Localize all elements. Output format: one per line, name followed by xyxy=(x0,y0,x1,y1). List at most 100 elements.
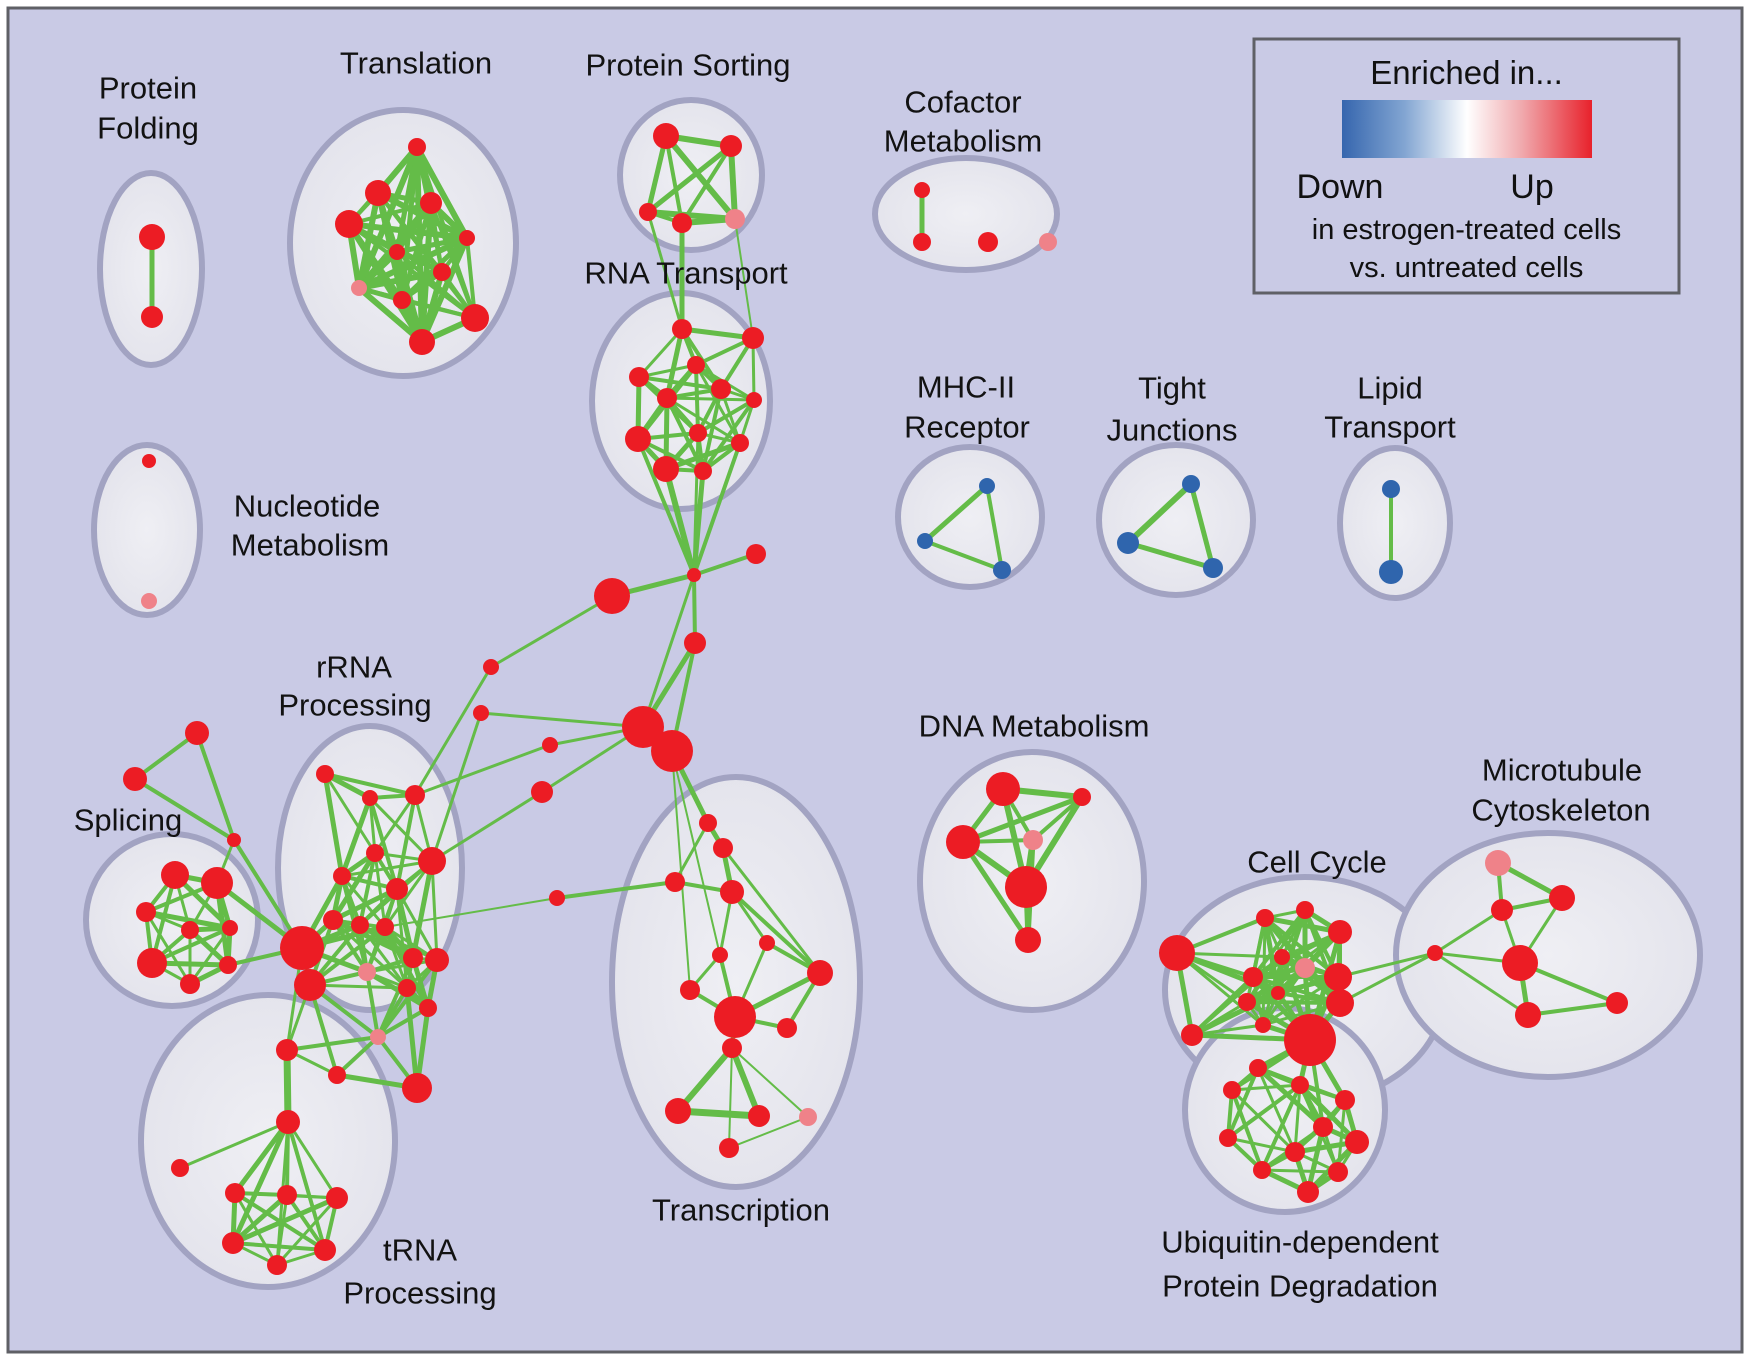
node-ubiquitin-degradation xyxy=(1223,1081,1241,1099)
node-rrna-processing xyxy=(418,847,446,875)
node-nucleotide-metabolism xyxy=(142,454,156,468)
node-transcription xyxy=(722,1038,742,1058)
edge xyxy=(1188,481,1216,571)
edge xyxy=(232,1119,291,1196)
node-mhc-ii-receptor xyxy=(917,533,933,549)
node-microtubule-cytoskeleton xyxy=(1427,945,1443,961)
edge xyxy=(665,396,756,402)
node-microtubule-cytoskeleton xyxy=(1549,885,1575,911)
node-trna-processing xyxy=(225,1183,245,1203)
edge xyxy=(731,1047,809,1118)
node-cell-cycle xyxy=(1274,949,1290,965)
cluster-label: RNA Transport xyxy=(584,256,788,291)
cluster-label: Protein xyxy=(99,71,197,106)
edge xyxy=(410,858,435,961)
node-ubiquitin-degradation xyxy=(1345,1130,1369,1154)
node-splicing xyxy=(222,920,238,936)
node-translation xyxy=(433,263,451,281)
node-cell-cycle xyxy=(1326,989,1354,1017)
edge xyxy=(286,1120,327,1252)
node-rrna-processing xyxy=(403,948,423,968)
node-transcription xyxy=(665,872,685,892)
edge xyxy=(734,218,754,339)
node-ubiquitin-degradation xyxy=(1291,1076,1309,1094)
legend-box xyxy=(1252,37,1681,295)
edge xyxy=(1255,1065,1326,1130)
node-rrna-processing xyxy=(425,948,449,972)
node-rrna-processing xyxy=(333,867,351,885)
edge xyxy=(641,573,696,729)
edge xyxy=(637,375,723,391)
node-connector-hubs xyxy=(531,781,553,803)
edge xyxy=(1293,1083,1302,1154)
node-rrna-processing xyxy=(362,790,378,806)
node-cell-cycle xyxy=(1238,993,1256,1011)
edge xyxy=(283,1046,292,1126)
edge xyxy=(331,918,369,974)
edge xyxy=(645,133,669,215)
edge xyxy=(960,839,1031,943)
edge xyxy=(1297,1082,1360,1145)
node-protein-sorting xyxy=(653,123,679,149)
cluster-label: DNA Metabolism xyxy=(919,709,1150,744)
edge xyxy=(356,249,400,291)
cluster-ellipse-tight-junctions xyxy=(1096,442,1256,598)
edge xyxy=(1526,1001,1619,1017)
node-splicing-triangle xyxy=(123,767,147,791)
edge xyxy=(636,437,696,577)
edge xyxy=(376,986,409,1039)
cluster-label: rRNA xyxy=(316,650,392,685)
node-lipid-transport xyxy=(1379,560,1403,584)
node-cell-cycle xyxy=(1181,1024,1203,1046)
edge xyxy=(330,886,400,923)
cluster-label: Splicing xyxy=(74,803,183,838)
cluster-ellipse-lipid-transport xyxy=(1337,445,1453,601)
node-cell-cycle xyxy=(1296,901,1314,919)
cluster-ellipse-microtubule-cytoskeleton xyxy=(1393,830,1703,1080)
edge xyxy=(413,665,493,797)
edge xyxy=(479,711,645,729)
edge xyxy=(673,821,710,884)
edge xyxy=(1226,1083,1302,1140)
edge xyxy=(663,440,743,472)
edge xyxy=(728,1116,809,1149)
edge xyxy=(413,743,552,797)
node-ubiquitin-degradation xyxy=(1335,1090,1355,1110)
edge xyxy=(646,210,684,331)
node-rna-transport xyxy=(711,379,731,399)
edge xyxy=(230,1195,340,1246)
edge xyxy=(728,143,738,222)
node-mhc-ii-receptor xyxy=(979,478,995,494)
edge xyxy=(1256,1066,1297,1154)
node-cell-cycle xyxy=(1159,935,1195,971)
edge xyxy=(1125,481,1194,546)
cluster-label: Lipid xyxy=(1357,371,1423,406)
edge xyxy=(275,1196,339,1267)
node-protein-sorting xyxy=(720,135,742,157)
edge xyxy=(1260,1168,1340,1174)
cluster-label: Protein Degradation xyxy=(1162,1269,1438,1304)
edge xyxy=(178,1120,290,1170)
node-transcription xyxy=(759,935,775,951)
edge xyxy=(1226,1136,1297,1154)
node-translation xyxy=(365,180,391,206)
node-transcription xyxy=(807,960,833,986)
edge xyxy=(729,1045,762,1119)
node-trna-processing xyxy=(276,1110,300,1134)
edge xyxy=(696,398,756,435)
node-rna-transport xyxy=(689,424,707,442)
edge xyxy=(233,1191,279,1267)
edge xyxy=(430,859,439,962)
node-transcription xyxy=(712,947,728,963)
node-cofactor-metabolism xyxy=(913,233,931,251)
edge xyxy=(1245,955,1284,1004)
node-rrna-processing xyxy=(276,1039,298,1061)
node-transcription xyxy=(748,1105,770,1127)
cluster-label: Cytoskeleton xyxy=(1471,793,1650,828)
cluster-label: Metabolism xyxy=(884,124,1043,159)
node-microtubule-cytoskeleton xyxy=(1502,945,1538,981)
edge xyxy=(1305,1124,1326,1195)
legend-down-label: Down xyxy=(1297,168,1384,206)
edge xyxy=(675,1045,735,1114)
node-tight-junctions xyxy=(1182,475,1200,493)
